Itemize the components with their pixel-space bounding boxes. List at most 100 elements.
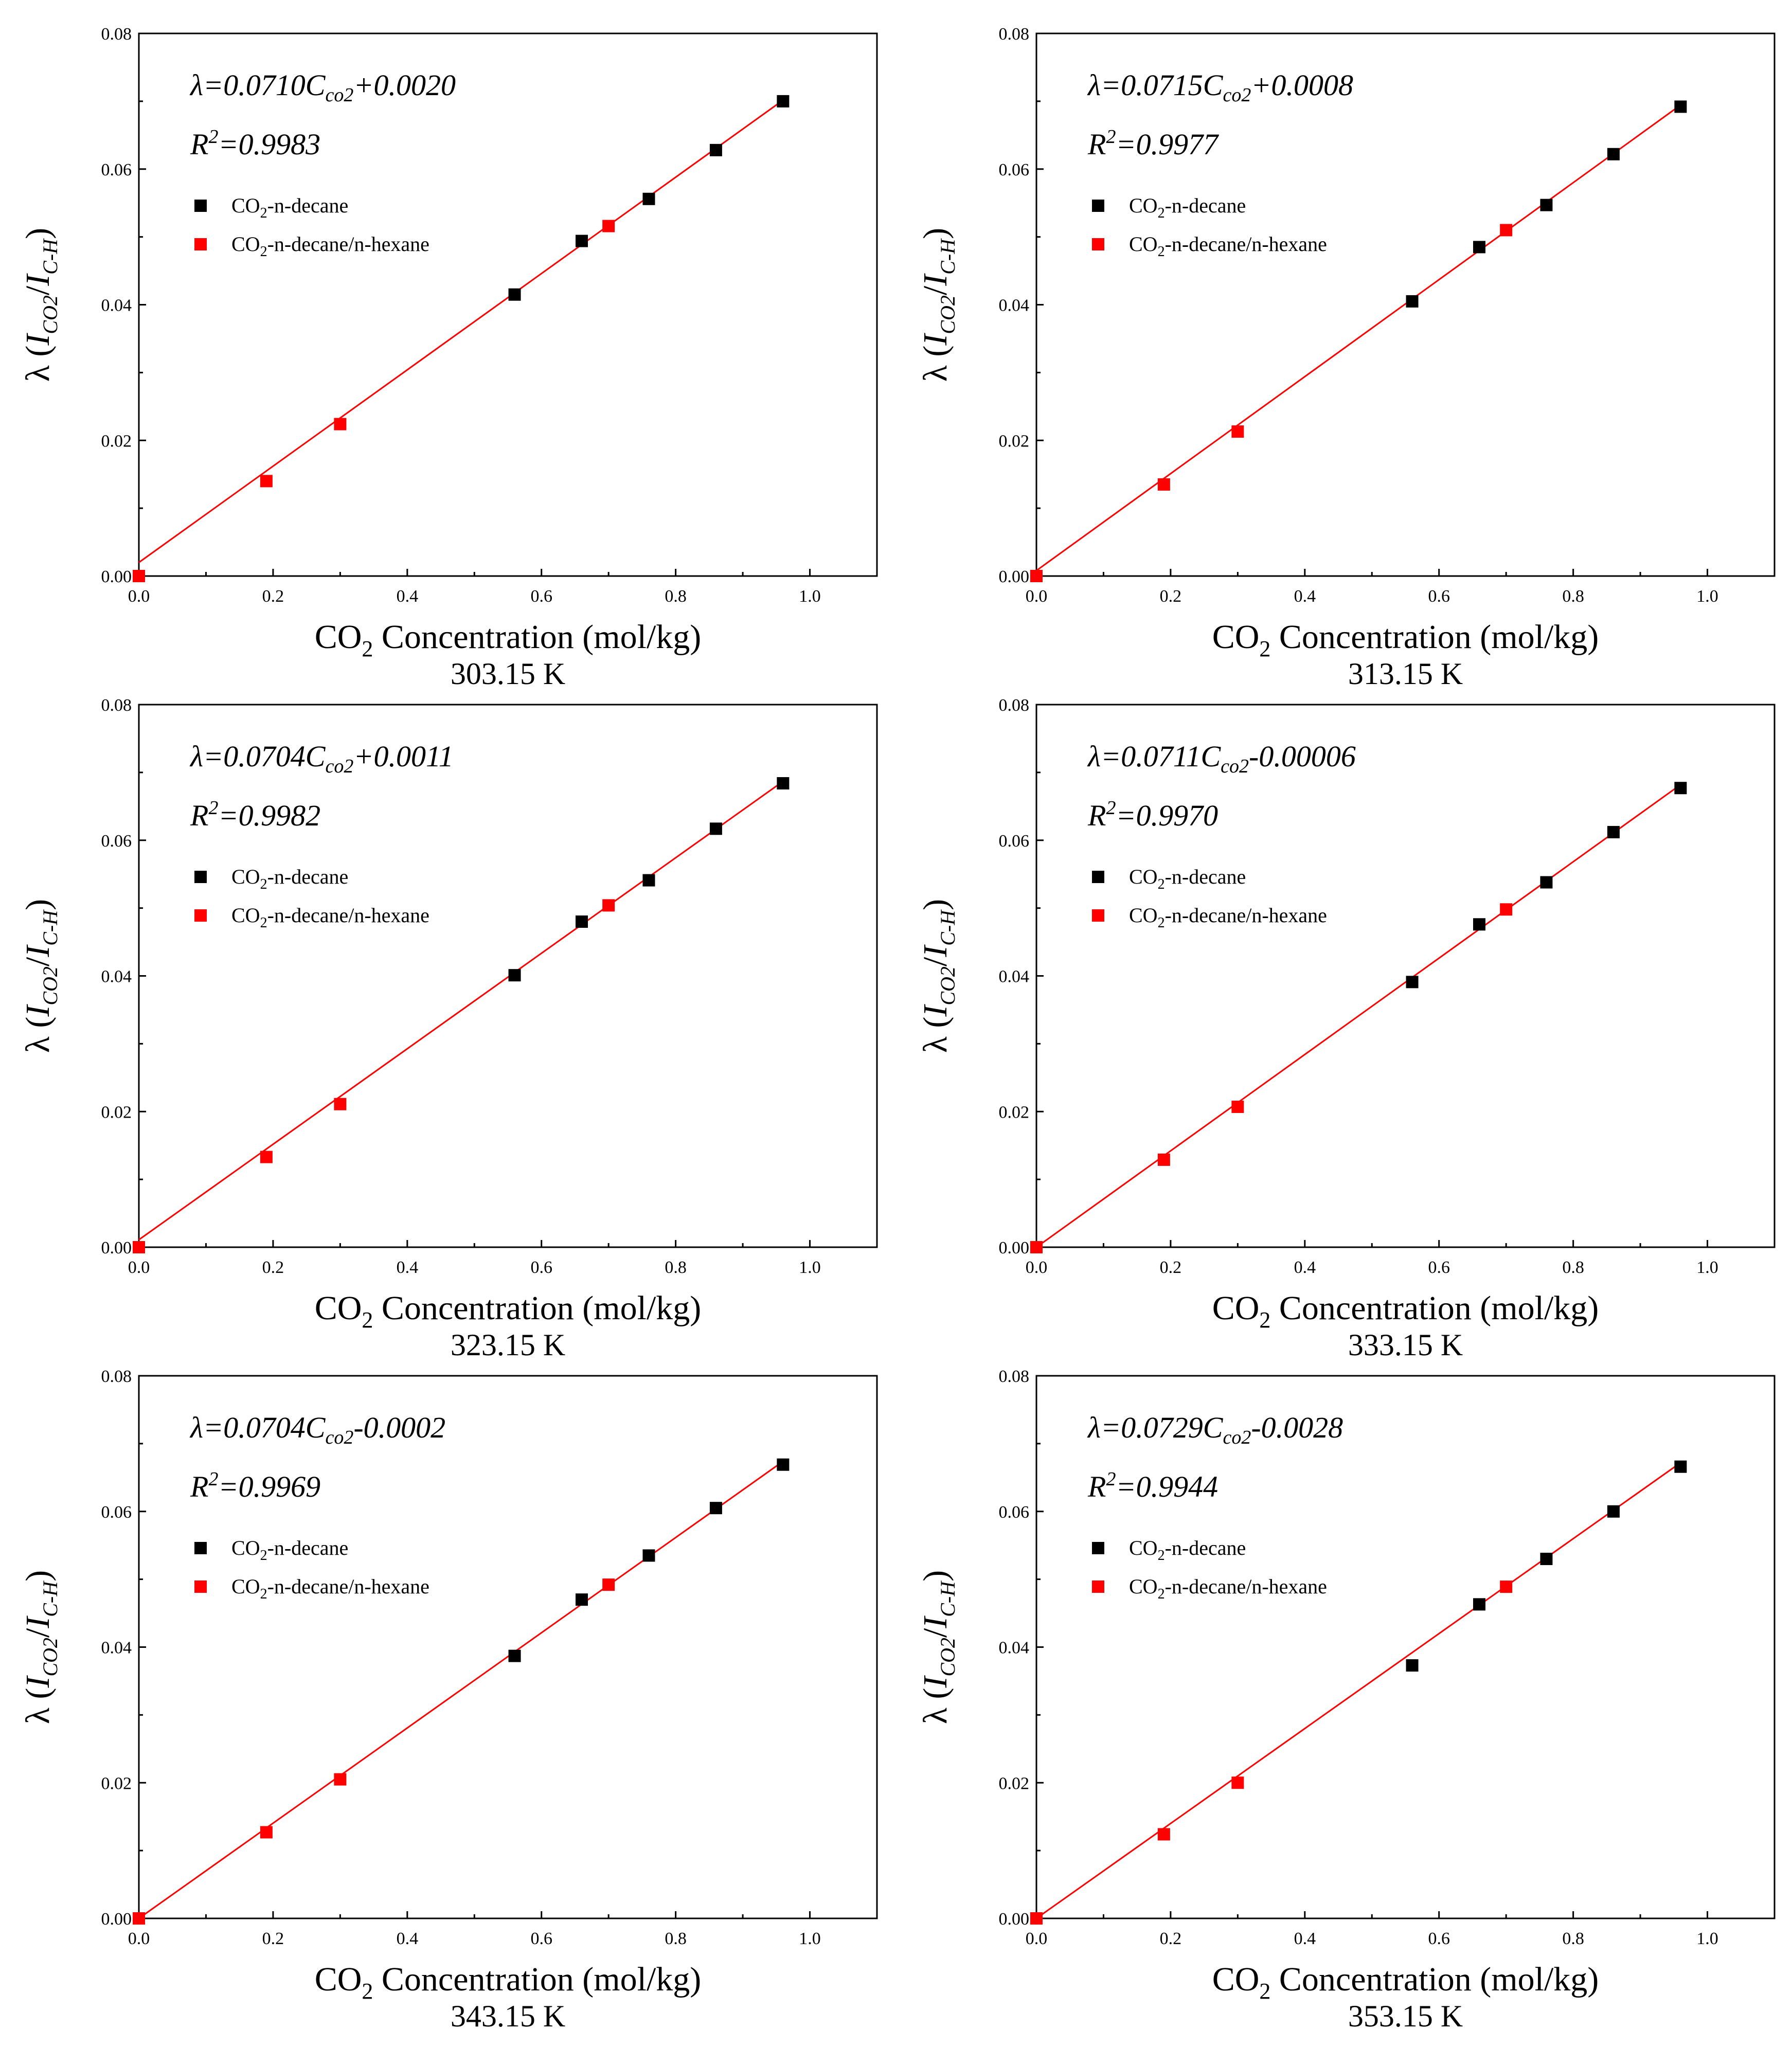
point-pure-decane [1406,1659,1419,1672]
temperature-label: 343.15 K [451,1999,565,2033]
x-tick-label: 0.8 [1562,1258,1584,1277]
point-pure-decane [1406,295,1419,308]
fit-equation: λ=0.0704Cco2+0.0011 [189,740,454,777]
point-mixture [133,1912,145,1925]
point-mixture [602,1578,615,1591]
y-tick-label: 0.00 [999,1910,1030,1929]
point-mixture [1500,224,1513,237]
point-mixture [1231,1776,1244,1789]
point-mixture [334,1773,347,1786]
x-tick-label: 0.0 [1026,587,1048,606]
r-squared: R2=0.9977 [1087,126,1219,161]
x-tick-label: 0.8 [1562,1929,1584,1948]
point-pure-decane [1540,199,1553,211]
r-squared: R2=0.9944 [1087,1468,1218,1503]
point-pure-decane [642,1549,655,1562]
x-tick-label: 0.4 [397,1929,419,1948]
point-mixture [1231,425,1244,438]
legend-marker-mixture [1092,909,1104,922]
plot-frame [138,704,878,1248]
x-tick-label: 0.6 [1428,1258,1450,1277]
point-mixture [1157,1828,1170,1841]
point-mixture [1030,570,1043,582]
legend-marker-mixture [194,909,207,922]
legend-label-pure: CO2-n-decane [1129,865,1246,892]
point-mixture [1231,1101,1244,1113]
legend-label-pure: CO2-n-decane [1129,1536,1246,1564]
point-pure-decane [576,915,588,928]
x-tick-label: 0.0 [1026,1929,1048,1948]
fit-equation: λ=0.0715Cco2+0.0008 [1087,68,1353,106]
legend-label-mixture: CO2-n-decane/n-hexane [231,1575,429,1602]
x-tick-label: 0.4 [1294,1258,1316,1277]
point-pure-decane [1540,1553,1553,1566]
temperature-label: 303.15 K [451,657,565,691]
point-pure-decane [1473,241,1485,254]
plot-frame [138,32,878,577]
y-tick-label: 0.02 [999,432,1030,451]
panel-6: 0.0 0.2 0.4 0.6 0.8 1.0 0.00 0.02 0.04 0.06 0.08 λ=… [917,1367,1776,2033]
legend-label-pure: CO2-n-decane [231,865,348,892]
r-squared: R2=0.9970 [1087,797,1218,832]
x-tick-label: 0.4 [397,1258,419,1277]
legend-marker-mixture [194,1580,207,1593]
point-mixture [260,1151,273,1163]
x-axis-title: CO2 Concentration (mol/kg) [315,1289,702,1333]
y-tick-label: 0.02 [101,1774,132,1793]
y-tick-label: 0.06 [999,832,1030,851]
x-tick-label: 0.6 [530,1258,552,1277]
y-tick-label: 0.00 [101,1910,132,1929]
fit-line [138,1461,784,1919]
point-pure-decane [1607,825,1620,838]
point-mixture [260,1826,273,1839]
point-pure-decane [1607,148,1620,160]
fit-line [1036,104,1681,571]
point-pure-decane [1473,918,1485,931]
point-mixture [1030,1912,1043,1925]
point-mixture [133,1241,145,1253]
legend-marker-mixture [194,238,207,250]
x-tick-label: 1.0 [799,1929,821,1948]
y-tick-label: 0.04 [999,296,1030,315]
point-mixture [334,1098,347,1110]
r-squared: R2=0.9983 [190,126,320,161]
point-pure-decane [1674,100,1687,113]
y-tick-label: 0.06 [999,160,1030,179]
point-mixture [602,899,615,912]
y-tick-label: 0.00 [999,567,1030,586]
plot-frame [1035,1375,1776,1919]
point-pure-decane [709,822,722,835]
x-tick-label: 0.4 [1294,587,1316,606]
x-tick-label: 0.6 [1428,587,1450,606]
y-tick-label: 0.02 [101,432,132,451]
fit-line [1036,784,1681,1248]
point-mixture [602,220,615,232]
legend-marker-pure [194,200,207,212]
point-pure-decane [1607,1505,1620,1518]
x-tick-label: 0.0 [128,587,150,606]
point-pure-decane [1406,976,1419,989]
y-tick-label: 0.08 [999,696,1030,715]
x-tick-label: 0.8 [665,1929,687,1948]
y-tick-label: 0.08 [101,1367,132,1386]
y-tick-label: 0.02 [101,1103,132,1122]
y-axis-title: λ (ICO2/IC-H) [917,1570,959,1724]
r-squared: R2=0.9982 [190,797,320,832]
legend-label-mixture: CO2-n-decane/n-hexane [1129,232,1327,260]
point-pure-decane [777,95,790,107]
x-tick-label: 0.4 [397,587,419,606]
legend-marker-pure [1092,200,1104,212]
point-pure-decane [642,874,655,887]
legend-marker-pure [1092,1542,1104,1554]
y-tick-label: 0.02 [999,1774,1030,1793]
x-tick-label: 0.8 [1562,587,1584,606]
x-tick-label: 1.0 [1696,587,1718,606]
x-tick-label: 1.0 [1696,1258,1718,1277]
point-pure-decane [777,777,790,789]
point-mixture [1500,903,1513,916]
panel-5: 0.0 0.2 0.4 0.6 0.8 1.0 0.00 0.02 0.04 0.06 0.08 λ=… [19,1367,878,2033]
point-pure-decane [777,1458,790,1471]
x-tick-label: 0.2 [262,587,284,606]
x-tick-label: 1.0 [799,1258,821,1277]
